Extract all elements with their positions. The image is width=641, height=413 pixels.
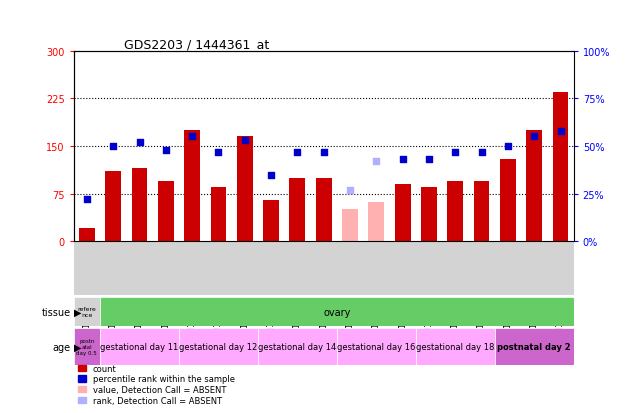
Bar	[79, 229, 95, 242]
Text: ovary: ovary	[323, 307, 351, 317]
Text: refere
nce: refere nce	[78, 306, 96, 317]
Bar	[421, 188, 437, 242]
Text: postnatal day 2: postnatal day 2	[497, 342, 571, 351]
Bar	[100, 328, 179, 366]
Bar	[131, 169, 147, 242]
Point	[266, 172, 276, 178]
Bar	[474, 181, 490, 242]
Point	[213, 149, 224, 156]
Point	[319, 149, 329, 156]
Point	[82, 197, 92, 203]
Bar	[337, 328, 416, 366]
Bar	[258, 328, 337, 366]
Bar	[74, 328, 100, 366]
Text: tissue: tissue	[42, 307, 71, 317]
Point	[345, 187, 355, 194]
Bar	[184, 131, 200, 242]
Bar	[495, 328, 574, 366]
Bar	[526, 131, 542, 242]
Text: age: age	[53, 342, 71, 352]
Text: postn
atal
day 0.5: postn atal day 0.5	[76, 339, 97, 355]
Point	[424, 157, 434, 163]
Point	[529, 134, 539, 140]
Point	[135, 140, 145, 146]
Point	[187, 134, 197, 140]
Bar	[416, 328, 495, 366]
Bar	[263, 200, 279, 242]
Text: ▶: ▶	[74, 342, 81, 352]
Legend: count, percentile rank within the sample, value, Detection Call = ABSENT, rank, : count, percentile rank within the sample…	[78, 364, 235, 405]
Bar	[237, 137, 253, 242]
Bar	[316, 178, 331, 242]
Point	[371, 159, 381, 165]
Bar	[553, 93, 569, 242]
Point	[555, 128, 565, 135]
Point	[292, 149, 303, 156]
Point	[476, 149, 487, 156]
Bar	[447, 181, 463, 242]
Bar	[158, 181, 174, 242]
Text: gestational day 14: gestational day 14	[258, 342, 337, 351]
Bar	[74, 297, 100, 326]
Bar	[105, 172, 121, 242]
Point	[161, 147, 171, 154]
Text: gestational day 16: gestational day 16	[337, 342, 415, 351]
Point	[503, 143, 513, 150]
Text: gestational day 12: gestational day 12	[179, 342, 258, 351]
Point	[108, 143, 119, 150]
Bar	[369, 202, 384, 242]
Bar	[500, 159, 516, 242]
Text: gestational day 18: gestational day 18	[416, 342, 494, 351]
Point	[397, 157, 408, 163]
Point	[450, 149, 460, 156]
Text: GDS2203 / 1444361_at: GDS2203 / 1444361_at	[124, 38, 269, 50]
Bar	[395, 185, 410, 242]
Bar	[290, 178, 305, 242]
Bar	[210, 188, 226, 242]
Bar	[179, 328, 258, 366]
Text: ▶: ▶	[74, 307, 81, 317]
Point	[240, 138, 250, 144]
Text: gestational day 11: gestational day 11	[101, 342, 179, 351]
Bar	[342, 210, 358, 242]
